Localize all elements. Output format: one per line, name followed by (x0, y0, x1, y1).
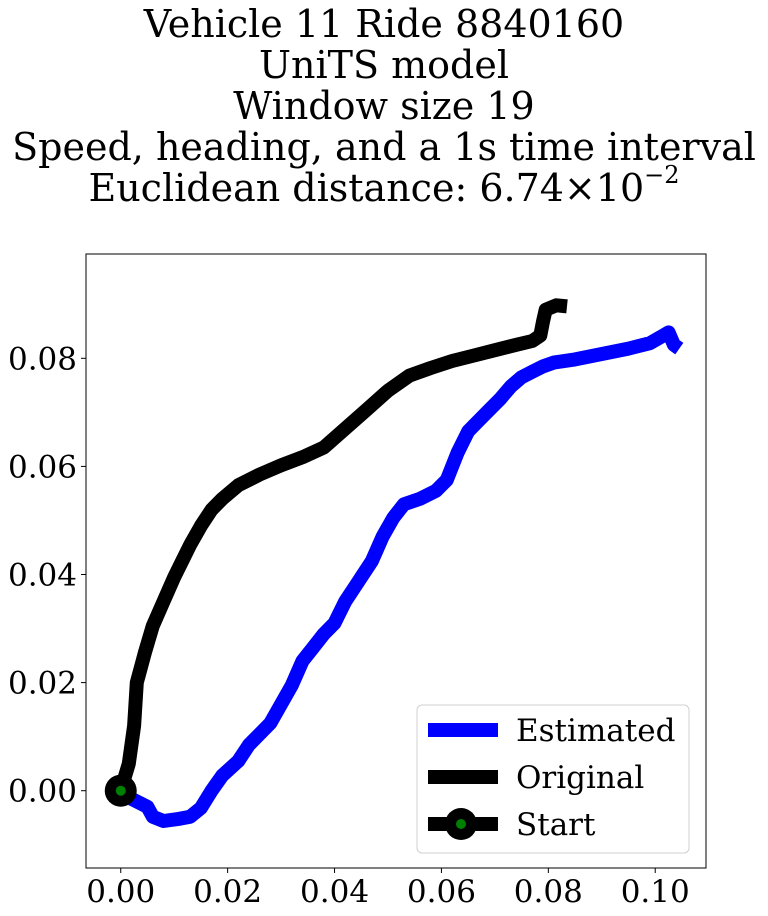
chart-title: Vehicle 11 Ride 8840160 UniTS model Wind… (0, 4, 768, 209)
y-tick-label: 0.06 (8, 449, 77, 485)
start-marker-inner (115, 785, 126, 796)
distance-exponent: −2 (644, 161, 680, 190)
x-tick-label: 0.06 (407, 874, 476, 910)
legend-start-marker-inner (456, 819, 466, 829)
title-line-3: Window size 19 (233, 84, 535, 128)
legend-original-label: Original (516, 760, 644, 796)
x-axis: 0.00 0.02 0.04 0.06 0.08 0.10 (86, 868, 690, 910)
x-tick-label: 0.08 (514, 874, 583, 910)
legend-estimated-label: Estimated (516, 713, 675, 749)
series-estimated-line (116, 325, 684, 828)
title-line-1: Vehicle 11 Ride 8840160 (143, 2, 625, 46)
x-tick-label: 0.00 (86, 874, 155, 910)
legend-box (416, 704, 690, 854)
x-tick-label: 0.02 (193, 874, 262, 910)
title-line-5: Euclidean distance: 6.74×10−2 (0, 163, 768, 210)
y-tick-label: 0.04 (8, 558, 77, 594)
y-tick-label: 0.08 (8, 341, 77, 377)
title-line-2: UniTS model (259, 43, 509, 87)
x-tick-label: 0.10 (621, 874, 690, 910)
plot-frame (85, 253, 707, 869)
legend: Estimated Original Start (416, 704, 690, 854)
series-original-line (113, 298, 568, 793)
distance-base: 10 (595, 166, 645, 210)
y-tick-label: 0.02 (8, 666, 77, 702)
y-axis: 0.00 0.02 0.04 0.06 0.08 (8, 341, 86, 810)
distance-times: × (563, 166, 596, 210)
legend-start-label: Start (516, 807, 596, 843)
plot-area (104, 298, 684, 828)
x-tick-label: 0.04 (300, 874, 369, 910)
title-line-4: Speed, heading, and a 1s time interval (12, 125, 756, 169)
distance-label: Euclidean distance: 6.74 (88, 166, 564, 210)
y-tick-label: 0.00 (8, 774, 77, 810)
